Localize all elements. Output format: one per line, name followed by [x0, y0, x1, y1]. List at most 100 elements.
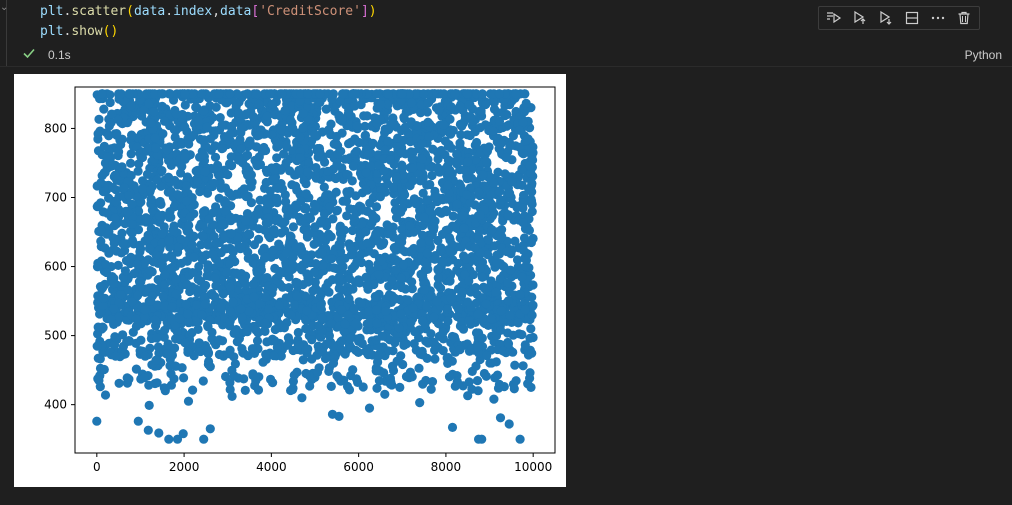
cell-language[interactable]: Python — [964, 48, 1002, 62]
scatter-point — [253, 385, 264, 395]
scatter-point — [144, 380, 154, 390]
scatter-point — [452, 199, 462, 209]
scatter-point — [383, 89, 393, 99]
scatter-point — [254, 234, 264, 244]
scatter-point — [422, 107, 432, 117]
scatter-point — [465, 130, 475, 141]
code-token: ] — [360, 4, 369, 19]
scatter-point — [389, 294, 400, 304]
scatter-point — [262, 111, 272, 121]
execute-cell-below-icon[interactable] — [850, 8, 870, 28]
delete-cell-icon[interactable] — [954, 8, 974, 28]
scatter-point — [211, 238, 221, 248]
scatter-point — [489, 104, 500, 114]
scatter-point — [430, 254, 440, 264]
scatter-point — [349, 304, 359, 314]
scatter-point — [137, 152, 148, 163]
scatter-point — [142, 215, 152, 225]
scatter-point — [336, 146, 346, 156]
scatter-point — [372, 119, 382, 129]
scatter-point — [199, 434, 209, 444]
scatter-point — [511, 89, 521, 99]
scatter-point — [259, 142, 269, 153]
execute-below-icon[interactable] — [876, 8, 896, 28]
scatter-point — [528, 300, 538, 310]
code-cell[interactable]: ⌄ plt.scatter(data.index,data['CreditSco… — [0, 0, 1012, 67]
scatter-point — [136, 335, 146, 345]
scatter-point — [433, 273, 443, 283]
scatter-point — [505, 188, 515, 198]
scatter-point — [459, 223, 469, 233]
code-token: ) — [368, 4, 377, 19]
scatter-point — [150, 315, 160, 325]
scatter-point — [316, 216, 326, 226]
scatter-point — [362, 238, 372, 248]
scatter-point — [463, 297, 473, 307]
scatter-point — [184, 220, 194, 230]
scatter-point — [397, 89, 407, 99]
scatter-point — [253, 209, 263, 219]
scatter-point — [388, 182, 398, 192]
scatter-point — [346, 243, 356, 253]
collapse-chevron-icon[interactable]: ⌄ — [0, 2, 9, 13]
scatter-point — [440, 136, 450, 146]
scatter-point — [167, 314, 177, 325]
scatter-point — [492, 370, 503, 380]
scatter-point — [457, 287, 468, 297]
scatter-point — [396, 207, 406, 217]
scatter-point — [420, 257, 430, 268]
scatter-point — [93, 129, 103, 139]
scatter-point — [145, 266, 155, 276]
scatter-point — [453, 379, 463, 389]
scatter-point — [127, 235, 138, 246]
scatter-point — [380, 128, 390, 138]
scatter-point — [508, 330, 518, 340]
scatter-point — [528, 280, 538, 290]
scatter-point — [522, 135, 532, 145]
scatter-point — [217, 219, 228, 229]
scatter-point — [178, 429, 188, 439]
scatter-point — [373, 236, 383, 246]
scatter-point — [424, 236, 434, 246]
more-actions-icon[interactable] — [928, 8, 948, 28]
scatter-point — [261, 292, 271, 302]
scatter-point — [252, 267, 262, 278]
split-cell-icon[interactable] — [902, 8, 922, 28]
scatter-point — [167, 302, 177, 312]
scatter-point — [302, 306, 312, 316]
scatter-point — [334, 272, 345, 282]
scatter-point — [482, 157, 492, 167]
scatter-point — [152, 150, 163, 160]
scatter-point — [217, 120, 227, 130]
scatter-point — [181, 181, 192, 191]
scatter-point — [418, 230, 428, 240]
scatter-point — [486, 190, 496, 200]
scatter-point — [116, 89, 126, 99]
scatter-point — [351, 318, 361, 329]
scatter-point — [131, 321, 141, 331]
scatter-point — [488, 126, 498, 136]
scatter-point — [377, 331, 387, 341]
code-editor[interactable]: plt.scatter(data.index,data['CreditScore… — [40, 2, 377, 42]
scatter-point — [365, 318, 375, 328]
scatter-point — [495, 413, 506, 423]
execute-above-icon[interactable] — [824, 8, 844, 28]
scatter-point — [285, 115, 296, 125]
scatter-point — [316, 301, 326, 311]
scatter-point — [243, 253, 253, 263]
scatter-point — [520, 340, 530, 350]
scatter-point — [151, 355, 161, 365]
scatter-point — [179, 373, 189, 383]
scatter-point — [438, 327, 448, 337]
code-token: [ — [251, 4, 260, 19]
scatter-point — [508, 131, 518, 141]
scatter-point — [352, 146, 362, 156]
scatter-point — [448, 211, 458, 221]
scatter-point — [328, 358, 339, 368]
scatter-point — [129, 269, 139, 279]
scatter-point — [499, 262, 509, 272]
scatter-point — [298, 355, 308, 365]
scatter-point — [526, 382, 536, 392]
cell-toolbar — [818, 6, 980, 30]
scatter-point — [326, 232, 336, 242]
